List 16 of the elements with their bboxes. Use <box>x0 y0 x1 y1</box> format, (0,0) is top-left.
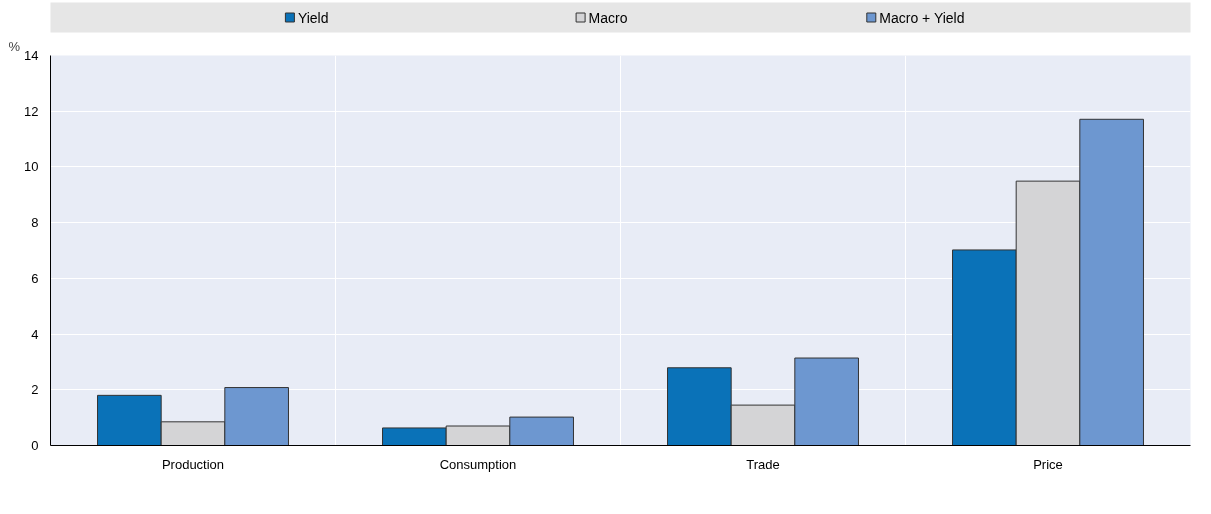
legend-label: Yield <box>297 9 329 26</box>
y-axis-title: % <box>8 38 21 54</box>
legend-label: Macro + Yield <box>879 9 965 26</box>
x-tick-label: Production <box>161 456 225 472</box>
x-tick-label: Price <box>1033 456 1063 472</box>
y-tick-label: 2 <box>31 382 39 398</box>
y-tick-label: 4 <box>31 326 39 342</box>
y-tick-label: 8 <box>31 215 39 231</box>
y-tick-label: 14 <box>24 48 39 63</box>
y-tick-label: 6 <box>31 270 39 286</box>
legend-label: Macro <box>588 9 628 26</box>
x-tick-label: Trade <box>746 456 780 472</box>
y-tick-label: 12 <box>24 103 39 119</box>
y-tick-label: 0 <box>31 438 39 453</box>
x-tick-label: Consumption <box>439 456 517 472</box>
y-tick-label: 10 <box>24 159 39 175</box>
